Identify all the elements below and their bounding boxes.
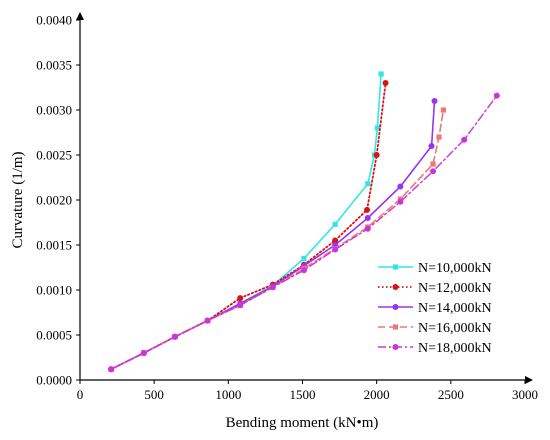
legend-item-2: N=12,000kN [378,281,492,296]
series-3 [108,98,438,373]
y-tick-label-0.0010: 0.0010 [36,283,72,298]
series-4-line [110,109,445,370]
x-tick-label-2000: 2000 [364,387,390,402]
y-tick-label-0.0040: 0.0040 [36,13,72,28]
series-2-point-11 [382,80,389,86]
series-5-point-2 [140,350,147,356]
series-5-point-13 [493,92,500,99]
series-5-point-12 [461,136,468,143]
x-tick-label-0: 0 [77,387,84,402]
legend-label-5: N=18,000kN [418,341,492,356]
y-tick-label-0.0015: 0.0015 [36,238,72,253]
series-1-line [110,73,382,370]
series-1-point-9 [365,181,371,187]
series-1-point-7 [301,255,307,262]
y-tick-label-0.0000: 0.0000 [36,373,72,388]
legend-swatch-marker-5 [392,344,399,350]
legend-label-3: N=14,000kN [418,301,492,316]
series-4 [108,107,447,372]
legend-item-4: N=16,000kN [378,321,492,336]
legend-swatch-marker-2 [392,284,399,290]
legend-swatch-marker-4 [392,324,399,330]
series-5-point-8 [332,246,339,253]
series-5-point-7 [300,267,307,274]
series-2-point-9 [364,206,371,213]
legend-swatch-marker-1 [392,264,399,270]
series-2 [108,80,389,373]
series-5-point-10 [397,198,404,205]
y-tick-label-0.0005: 0.0005 [36,328,72,343]
y-axis-title: Curvature (1/m) [10,151,26,248]
x-tick-label-1000: 1000 [215,387,241,402]
series-4-point-11 [430,161,436,167]
series-2-point-10 [373,152,380,158]
series-1-point-11 [374,125,381,131]
legend-label-4: N=16,000kN [418,321,492,336]
series-5-point-6 [269,284,276,291]
series-2-point-5 [237,295,244,302]
y-tick-label-0.0030: 0.0030 [36,103,72,118]
axes: 0 500 1000 1500 2000 2500 3000 0.0000 0.0005 0.00… [36,12,538,402]
legend-label-1: N=10,000kN [418,261,492,276]
legend-item-1: N=10,000kN [378,261,492,276]
x-tick-label-500: 500 [144,387,164,402]
series-3-point-9 [364,215,371,221]
series-4-point-13 [440,107,447,113]
series-5-point-5 [237,302,244,309]
x-tick-label-1500: 1500 [290,387,316,402]
legend-item-5: N=18,000kN [378,341,492,356]
plot-series [108,71,500,373]
series-1-point-12 [378,71,384,77]
series-1 [108,71,384,372]
y-tick-label-0.0025: 0.0025 [36,148,72,163]
series-5-point-11 [430,168,437,175]
series-5-point-4 [204,317,211,324]
series-3-point-11 [428,143,435,149]
series-3-line [110,100,436,370]
series-2-line [110,82,387,371]
legend-label-2: N=12,000kN [418,281,492,296]
series-5-point-9 [364,225,371,232]
series-5-point-1 [108,366,115,373]
y-tick-label-0.0020: 0.0020 [36,193,72,208]
legend: N=10,000kN N=12,000kN N=14,000kN N=16,000kN… [378,261,492,356]
legend-swatch-marker-3 [392,304,399,310]
x-axis-arrow [525,376,533,384]
series-1-point-8 [332,221,338,227]
series-3-point-12 [431,98,438,104]
series-2-point-8 [332,237,339,244]
series-3-point-10 [397,183,404,190]
x-axis-title: Bending moment (kN•m) [226,415,379,431]
series-4-point-12 [436,134,442,140]
series-5 [108,92,500,373]
x-tick-label-3000: 3000 [512,387,538,402]
legend-item-3: N=14,000kN [378,301,492,316]
series-5-point-3 [171,333,178,340]
y-axis-arrow [76,12,84,20]
x-tick-label-2500: 2500 [438,387,464,402]
y-tick-label-0.0035: 0.0035 [36,58,72,73]
